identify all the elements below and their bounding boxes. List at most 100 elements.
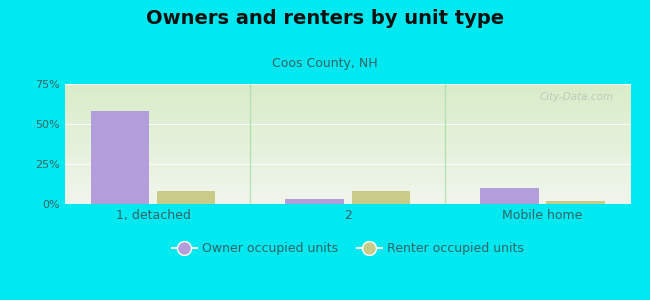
Bar: [65, 168, 630, 169]
Bar: [285, 199, 344, 204]
Text: City-Data.com: City-Data.com: [540, 92, 614, 102]
Bar: [65, 144, 630, 145]
Bar: [65, 169, 630, 170]
Bar: [352, 191, 410, 204]
Bar: [65, 107, 630, 108]
Bar: [65, 182, 630, 183]
Bar: [65, 195, 630, 196]
Bar: [65, 93, 630, 94]
Bar: [65, 89, 630, 90]
Bar: [65, 170, 630, 171]
Bar: [480, 188, 539, 204]
Bar: [65, 162, 630, 163]
Bar: [65, 190, 630, 191]
Bar: [65, 112, 630, 113]
Bar: [65, 85, 630, 86]
Bar: [65, 140, 630, 141]
Bar: [65, 175, 630, 176]
Bar: [65, 203, 630, 204]
Bar: [65, 123, 630, 124]
Bar: [65, 185, 630, 186]
Bar: [65, 136, 630, 137]
Bar: [65, 88, 630, 89]
Bar: [65, 167, 630, 168]
Bar: [65, 111, 630, 112]
Bar: [65, 95, 630, 96]
Bar: [65, 125, 630, 126]
Bar: [65, 173, 630, 174]
Bar: [65, 193, 630, 194]
Bar: [65, 116, 630, 117]
Bar: [65, 149, 630, 150]
Bar: [65, 178, 630, 179]
Bar: [65, 148, 630, 149]
Bar: [65, 84, 630, 85]
Bar: [65, 92, 630, 93]
Bar: [65, 145, 630, 146]
Bar: [65, 99, 630, 100]
Bar: [65, 137, 630, 138]
Bar: [65, 150, 630, 151]
Bar: [65, 105, 630, 106]
Bar: [65, 151, 630, 152]
Bar: [65, 132, 630, 133]
Bar: [65, 106, 630, 107]
Bar: [65, 187, 630, 188]
Bar: [65, 91, 630, 92]
Bar: [65, 142, 630, 143]
Bar: [65, 199, 630, 200]
Bar: [65, 159, 630, 160]
Bar: [65, 108, 630, 109]
Bar: [65, 152, 630, 153]
Bar: [65, 186, 630, 187]
Bar: [65, 154, 630, 155]
Bar: [65, 157, 630, 158]
Bar: [65, 129, 630, 130]
Bar: [65, 163, 630, 164]
Bar: [65, 97, 630, 98]
Bar: [65, 181, 630, 182]
Bar: [65, 119, 630, 120]
Bar: [65, 135, 630, 136]
Bar: [65, 155, 630, 156]
Bar: [65, 109, 630, 110]
Bar: [65, 114, 630, 115]
Bar: [65, 174, 630, 175]
Bar: [65, 183, 630, 184]
Text: Owners and renters by unit type: Owners and renters by unit type: [146, 9, 504, 28]
Bar: [65, 122, 630, 123]
Bar: [65, 131, 630, 132]
Bar: [65, 120, 630, 121]
Legend: Owner occupied units, Renter occupied units: Owner occupied units, Renter occupied un…: [167, 237, 528, 260]
Bar: [65, 194, 630, 195]
Bar: [65, 179, 630, 180]
Bar: [65, 86, 630, 87]
Bar: [65, 147, 630, 148]
Bar: [65, 202, 630, 203]
Bar: [65, 134, 630, 135]
Bar: [65, 143, 630, 144]
Bar: [65, 87, 630, 88]
Bar: [65, 156, 630, 157]
Bar: [65, 102, 630, 103]
Bar: [65, 166, 630, 167]
Bar: [65, 101, 630, 102]
Bar: [65, 160, 630, 161]
Bar: [65, 192, 630, 193]
Bar: [65, 98, 630, 99]
Bar: [65, 197, 630, 198]
Bar: [65, 100, 630, 101]
Bar: [65, 139, 630, 140]
Bar: [157, 191, 215, 204]
Bar: [65, 127, 630, 128]
Bar: [65, 117, 630, 118]
Bar: [65, 177, 630, 178]
Bar: [65, 103, 630, 104]
Bar: [65, 172, 630, 173]
Bar: [65, 158, 630, 159]
Bar: [65, 146, 630, 147]
Bar: [65, 165, 630, 166]
Bar: [65, 128, 630, 129]
Bar: [65, 118, 630, 119]
Bar: [65, 153, 630, 154]
